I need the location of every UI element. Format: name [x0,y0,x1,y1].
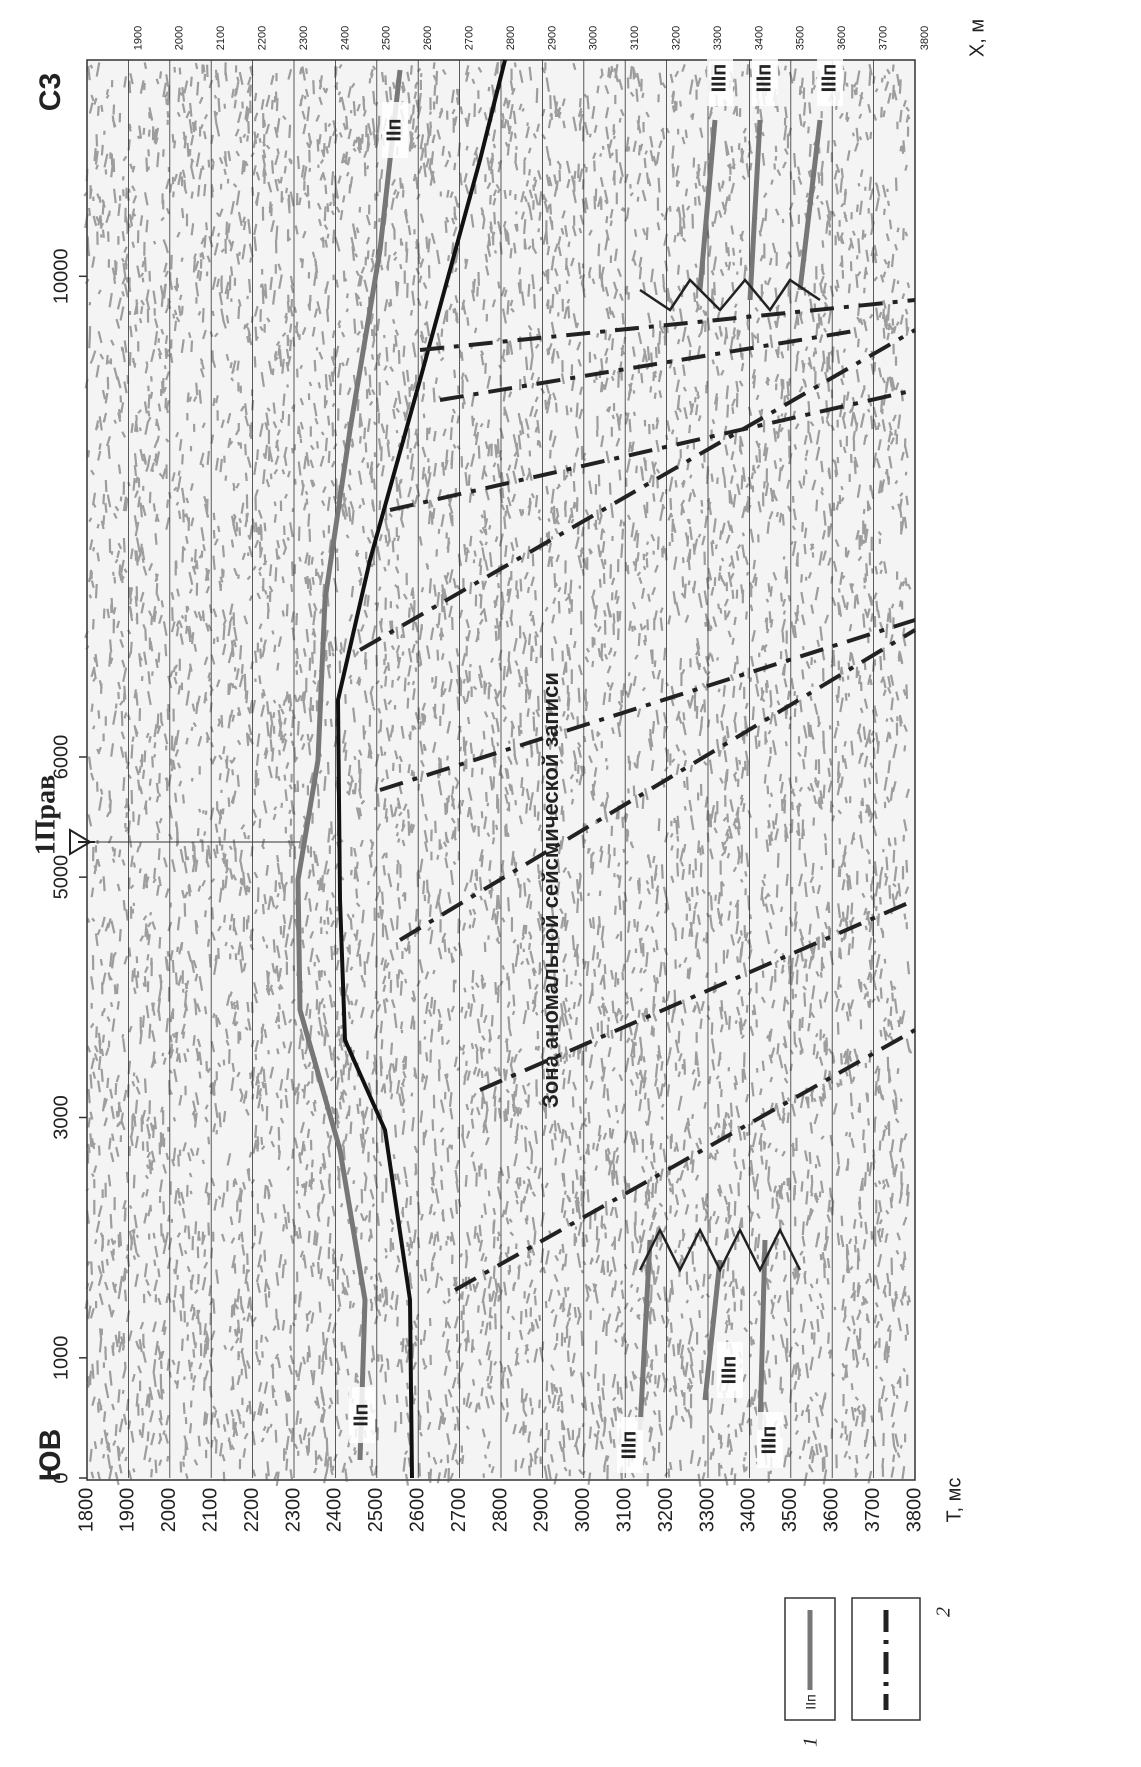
x-tick-label: 2300 [282,1488,304,1533]
fault [389,388,916,512]
horizon [295,69,403,1461]
y-tick-label: 3000 [50,1095,72,1140]
label-bg [757,1412,783,1468]
x-top-tick-label: 2700 [464,26,476,50]
horizon-label: IIIп [753,64,775,93]
x-top-tick-label: 3100 [629,26,641,50]
x-top-tick-label: 3500 [795,26,807,50]
horizon-label: IIIп [758,1426,780,1455]
x-tick-label: 2100 [199,1488,221,1533]
fault [398,628,917,942]
x-top-tick-label: 2400 [339,26,351,50]
horizon [757,1239,768,1431]
horizon [637,1239,653,1431]
horizon-label: IIIп [718,1356,740,1385]
y-tick-label: 5000 [50,855,72,900]
x-top-tick-label: 3700 [878,26,890,50]
x-tick-label: 3400 [738,1488,760,1533]
x-top-tick-label: 2600 [422,26,434,50]
x-tick-label: 1800 [75,1488,97,1533]
se-label: ЮВ [34,1429,67,1482]
horizon [697,119,718,291]
grid: 1800 1900 2000 2100 2200 2300 2400 2500 2600 2700… [50,26,931,1532]
x-top-tick-label: 2200 [257,26,269,50]
x-top-tick-label: 2900 [546,26,558,50]
x-tick-label: 1900 [117,1488,139,1533]
y-tick-label: 0 [50,1472,72,1483]
x-top-tick-label: 3300 [712,26,724,50]
horizon [335,59,507,1479]
seismic-traces [83,62,913,1487]
y-axis-title: X, м [966,19,988,57]
interpretation: IIп IIп IIIп IIIп IIIп IIIп IIIп IIIп [295,50,917,1479]
x-axis-title: T, мс [943,1478,965,1523]
x-top-tick-label: 2100 [215,26,227,50]
label-bg [817,50,843,106]
x-tick-label: 3100 [613,1488,635,1533]
horizon [702,1259,723,1401]
x-tick-label: 3300 [696,1488,718,1533]
x-tick-label: 3000 [572,1488,594,1533]
x-top-tick-label: 2000 [174,26,186,50]
x-top-tick-label: 2800 [505,26,517,50]
label-bg [707,50,733,106]
label-bg [752,50,778,106]
x-tick-label: 2600 [406,1488,428,1533]
horizon-label: IIп [383,118,405,141]
fault [439,328,861,402]
label-bg [349,1387,375,1443]
x-top-tick-label: 3400 [753,26,765,50]
well-icon [69,828,95,856]
fault [419,298,916,352]
horizon-label: IIIп [818,64,840,93]
x-tick-label: 3500 [779,1488,801,1533]
x-top-tick-label: 2500 [381,26,393,50]
x-tick-label: 2500 [365,1488,387,1533]
y-tick-label: 1000 [50,1336,72,1381]
pinch-out [638,1227,802,1273]
fault [359,328,916,652]
fault [379,618,916,792]
x-tick-label: 3600 [820,1488,842,1533]
pinch-out [639,278,821,313]
x-top-tick-label: 3800 [919,26,931,50]
horizon [797,119,823,291]
x-tick-label: 3700 [862,1488,884,1533]
well-label: 1Прав [30,775,61,855]
x-tick-label: 2000 [158,1488,180,1533]
nw-label: С3 [34,73,67,111]
horizon-label: IIIп [708,64,730,93]
x-top-tick-label: 1900 [132,26,144,50]
x-tick-label: 2800 [489,1488,511,1533]
x-tick-label: 2900 [531,1488,553,1533]
x-tick-label: 3200 [655,1488,677,1533]
x-tick-label: 2400 [324,1488,346,1533]
label-bg [717,1342,743,1398]
fault [454,1028,916,1292]
x-top-tick-label: 3000 [588,26,600,50]
legend-number: 2 [933,1607,955,1617]
legend: IIп 1 2 [784,1597,955,1747]
y-tick-label: 10000 [50,248,72,304]
horizon [747,119,763,301]
y-tick-label: 6000 [50,735,72,780]
x-top-tick-label: 3200 [671,26,683,50]
x-top-tick-label: 3600 [836,26,848,50]
label-bg [382,102,408,158]
horizon-label: IIIп [618,1431,640,1460]
x-tick-label: 2700 [448,1488,470,1533]
legend-item-label: IIп [803,1694,819,1709]
horizon-label: IIп [350,1403,372,1426]
legend-number: 1 [800,1737,822,1747]
label-bg [617,1417,643,1473]
fault [479,898,916,1092]
x-top-tick-label: 2300 [298,26,310,50]
x-tick-label: 3800 [903,1488,925,1533]
x-tick-label: 2200 [241,1488,263,1533]
seismic-trace [83,62,913,1487]
zone-label: Зона аномальной сейсмической записи [538,672,563,1108]
